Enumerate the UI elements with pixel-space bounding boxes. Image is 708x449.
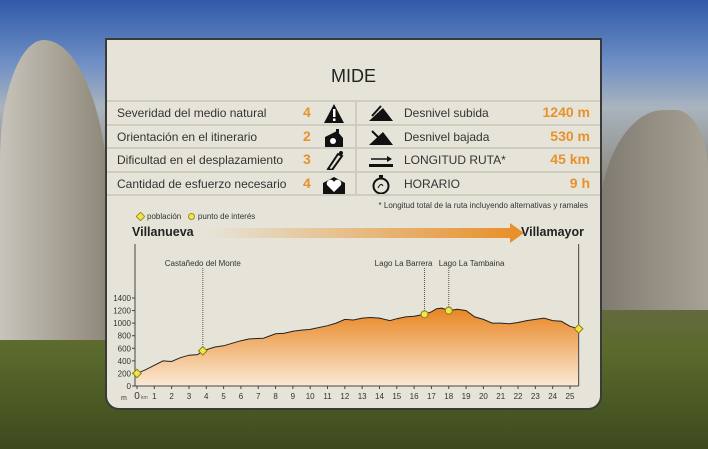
x-tick-label: 0 xyxy=(134,391,140,402)
x-tick-label: 20 xyxy=(479,392,488,401)
y-tick-label: 0 xyxy=(127,382,132,391)
x-tick-label: 21 xyxy=(496,392,505,401)
table-row: Dificultad en el desplazamiento 3 LONGIT… xyxy=(107,149,600,173)
x-tick-label: 8 xyxy=(273,392,278,401)
descent-icon xyxy=(369,129,393,145)
chart-legend: población punto de interés xyxy=(135,211,256,222)
mide-value: 3 xyxy=(303,151,311,167)
x-tick-label: 3 xyxy=(187,392,192,401)
arrow-head-icon xyxy=(510,223,524,243)
town-marker xyxy=(197,345,208,356)
y-tick-label: 600 xyxy=(118,344,132,353)
orientation-icon xyxy=(325,128,343,147)
x-tick-label: 6 xyxy=(239,392,244,401)
mide-label: Cantidad de esfuerzo necesario xyxy=(117,176,287,191)
elevation-area xyxy=(137,308,579,386)
x-tick-label: 11 xyxy=(323,392,332,401)
x-tick-label: 18 xyxy=(444,392,453,401)
route-value: 45 km xyxy=(550,151,590,167)
town-marker xyxy=(573,323,584,334)
heart-effort-icon xyxy=(323,176,345,194)
mide-label: Dificultad en el desplazamiento xyxy=(117,153,284,167)
y-tick-label: 1000 xyxy=(113,319,131,328)
marker-label: Castañedo del Monte xyxy=(165,259,242,268)
marker-label: Lago La Barrera xyxy=(375,259,433,268)
y-tick-label: 200 xyxy=(118,369,132,378)
route-label: LONGITUD RUTA* xyxy=(404,153,506,167)
table-row: Severidad del medio natural 4 Desnivel s… xyxy=(107,102,600,126)
legend-town: población xyxy=(147,212,182,221)
column-divider xyxy=(355,100,357,195)
marker-label: Lago La Tambaina xyxy=(439,259,505,268)
x-tick-label: 4 xyxy=(204,392,209,401)
poi-marker xyxy=(444,306,453,315)
x-tick-label: 22 xyxy=(514,392,523,401)
y-unit-label: m xyxy=(121,395,127,402)
x-tick-label: 9 xyxy=(291,392,296,401)
poi-marker-icon xyxy=(187,213,195,221)
mide-value: 4 xyxy=(303,104,311,120)
route-value: 9 h xyxy=(569,174,590,191)
table-row: Orientación en el itinerario 2 Desnivel … xyxy=(107,126,600,149)
x-unit-label: km xyxy=(141,395,148,401)
legend-poi: punto de interés xyxy=(197,212,256,221)
town-marker xyxy=(132,368,142,379)
poi-marker xyxy=(420,310,429,319)
route-start: Villanueva xyxy=(132,225,194,239)
route-end: Villamayor xyxy=(520,225,584,239)
x-tick-label: 1 xyxy=(152,392,157,401)
x-tick-label: 16 xyxy=(410,392,419,401)
x-tick-label: 14 xyxy=(375,392,384,401)
x-tick-label: 15 xyxy=(392,392,401,401)
y-tick-label: 800 xyxy=(118,332,132,341)
route-label: Desnivel bajada xyxy=(404,129,490,144)
route-label: HORARIO xyxy=(404,176,461,191)
x-tick-label: 23 xyxy=(531,392,540,401)
length-icon xyxy=(369,156,393,167)
x-tick-label: 7 xyxy=(256,392,261,401)
x-tick-label: 19 xyxy=(462,392,471,401)
x-tick-label: 13 xyxy=(358,392,367,401)
x-tick-label: 25 xyxy=(566,392,575,401)
direction-arrow xyxy=(207,228,512,238)
mide-table: Severidad del medio natural 4 Desnivel s… xyxy=(107,100,600,196)
y-tick-label: 400 xyxy=(118,357,132,366)
route-value: 1240 m xyxy=(542,104,590,120)
table-row: Cantidad de esfuerzo necesario 4 HORARIO… xyxy=(107,173,600,196)
route-value: 530 m xyxy=(550,127,590,144)
route-label: Desnivel subida xyxy=(404,106,489,120)
stopwatch-icon xyxy=(372,174,390,194)
x-tick-label: 24 xyxy=(548,392,557,401)
x-tick-label: 10 xyxy=(306,392,315,401)
y-tick-label: 1200 xyxy=(113,307,131,316)
length-footnote: * Longitud total de la ruta incluyendo a… xyxy=(378,201,588,210)
mide-value: 2 xyxy=(303,127,311,144)
mide-label: Orientación en el itinerario xyxy=(117,129,258,144)
ascent-icon xyxy=(369,105,393,121)
x-tick-label: 2 xyxy=(169,392,174,401)
x-tick-label: 12 xyxy=(340,392,349,401)
boot-icon xyxy=(326,151,344,170)
mide-value: 4 xyxy=(303,174,311,191)
mide-label: Severidad del medio natural xyxy=(117,106,267,120)
y-tick-label: 1400 xyxy=(113,294,131,303)
x-tick-label: 17 xyxy=(427,392,436,401)
panel-title: MIDE xyxy=(331,66,376,86)
x-tick-label: 5 xyxy=(221,392,226,401)
warning-mountain-icon xyxy=(324,104,344,123)
